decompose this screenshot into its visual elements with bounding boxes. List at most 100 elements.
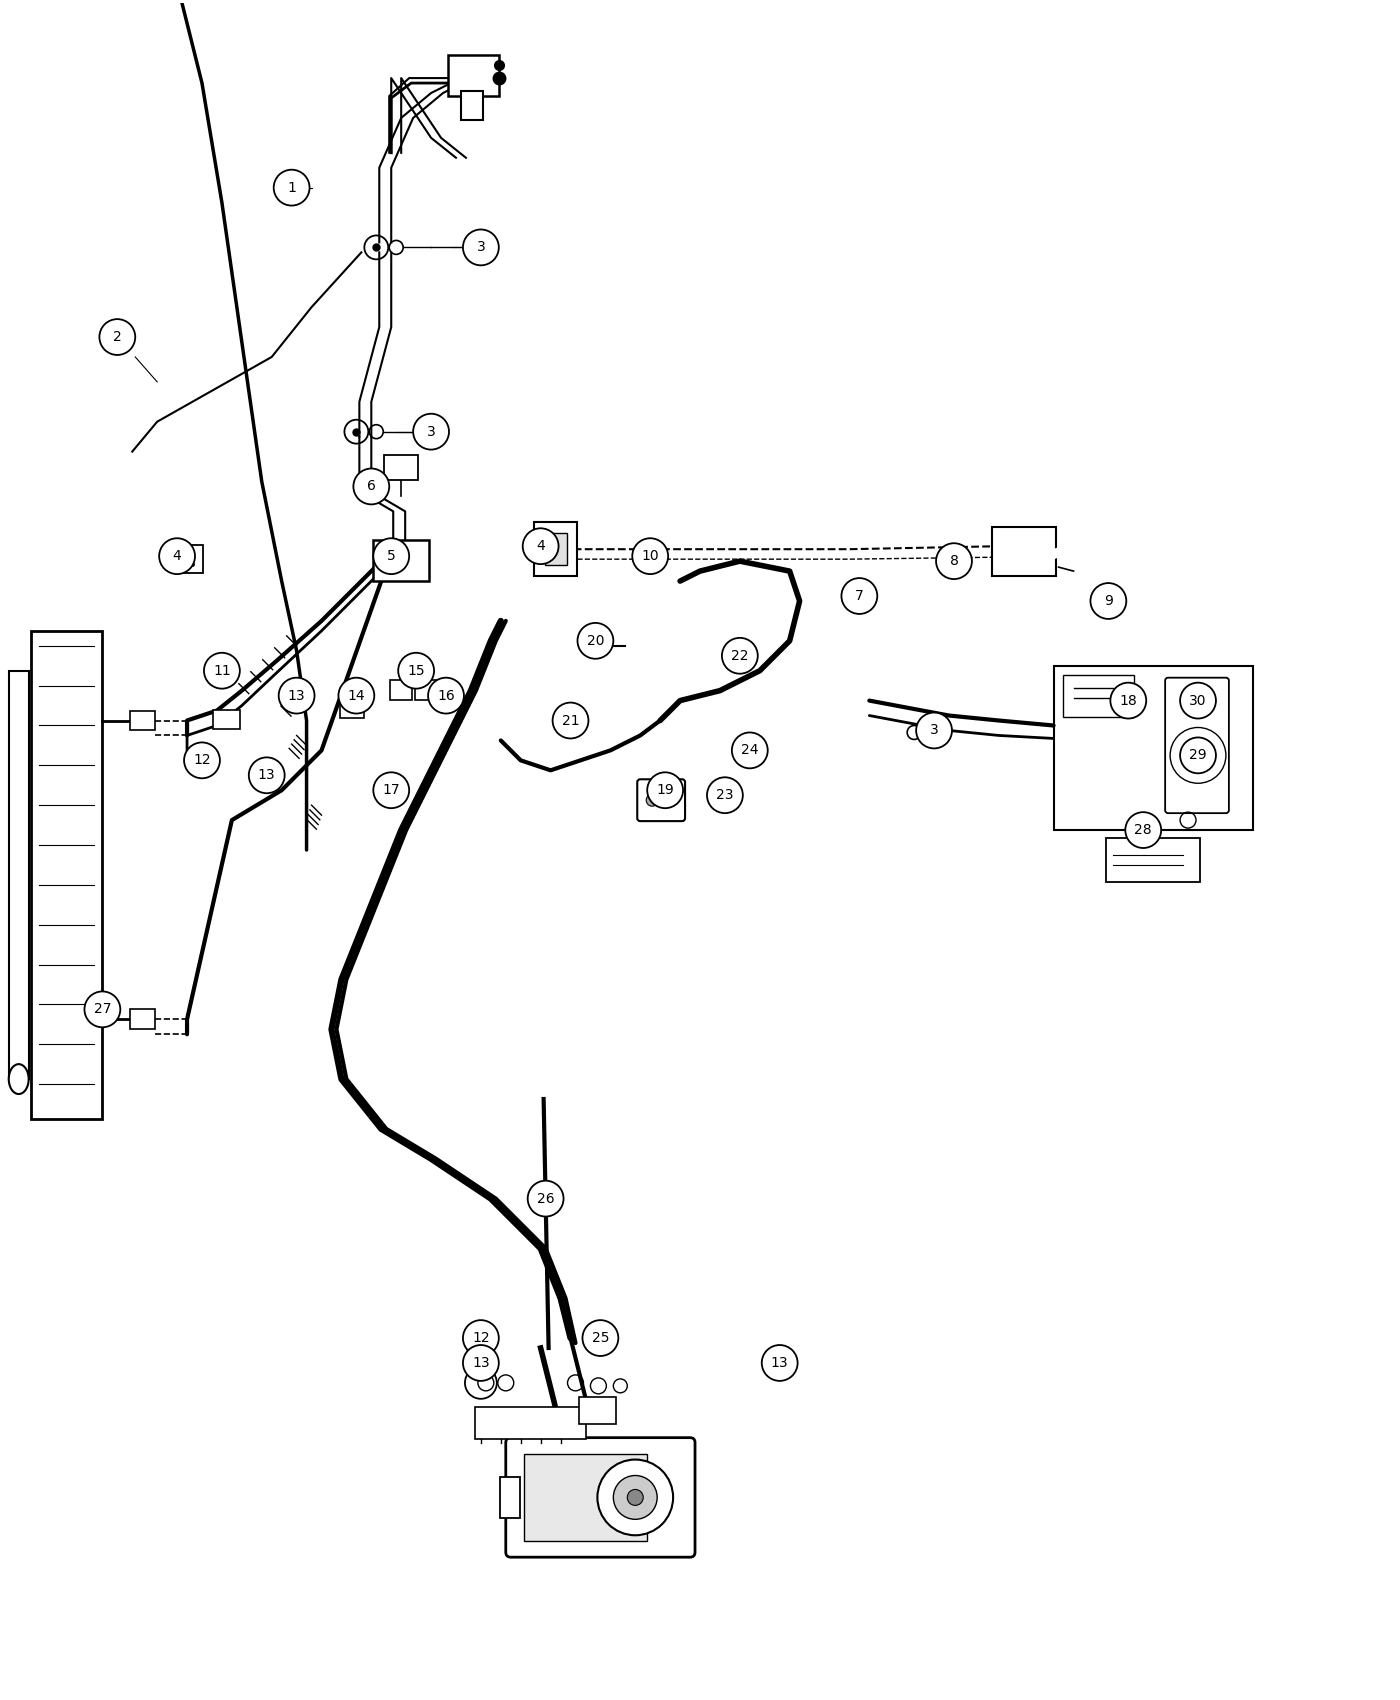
FancyBboxPatch shape (545, 534, 567, 564)
Circle shape (1091, 583, 1127, 619)
Text: 9: 9 (1105, 593, 1113, 609)
FancyBboxPatch shape (384, 454, 419, 481)
Text: 14: 14 (347, 688, 365, 702)
Ellipse shape (8, 1064, 28, 1095)
Text: 20: 20 (587, 634, 605, 648)
Text: 19: 19 (657, 784, 673, 797)
FancyBboxPatch shape (1106, 838, 1200, 882)
Text: 15: 15 (407, 663, 426, 678)
FancyBboxPatch shape (505, 1438, 694, 1557)
Circle shape (279, 678, 315, 714)
Text: 28: 28 (1134, 823, 1152, 836)
Circle shape (647, 772, 683, 808)
Circle shape (633, 539, 668, 575)
FancyBboxPatch shape (461, 92, 483, 121)
Circle shape (428, 678, 463, 714)
Circle shape (204, 653, 239, 689)
Text: 13: 13 (771, 1357, 788, 1370)
Text: 8: 8 (949, 554, 959, 568)
Circle shape (528, 1182, 564, 1217)
FancyBboxPatch shape (1054, 666, 1253, 830)
FancyBboxPatch shape (340, 700, 364, 717)
Text: 3: 3 (930, 724, 938, 738)
FancyBboxPatch shape (500, 1477, 519, 1518)
Text: 24: 24 (741, 743, 759, 758)
Text: 22: 22 (731, 649, 749, 663)
FancyBboxPatch shape (176, 546, 203, 573)
FancyBboxPatch shape (8, 672, 28, 1080)
Circle shape (598, 1460, 673, 1535)
FancyBboxPatch shape (416, 680, 437, 700)
Circle shape (183, 743, 220, 779)
Text: 27: 27 (94, 1003, 111, 1017)
FancyBboxPatch shape (374, 541, 428, 581)
Circle shape (937, 544, 972, 580)
Circle shape (577, 622, 613, 660)
Text: 12: 12 (193, 753, 211, 767)
Circle shape (398, 653, 434, 689)
FancyBboxPatch shape (533, 522, 577, 576)
Circle shape (522, 529, 559, 564)
FancyBboxPatch shape (1063, 675, 1134, 716)
Text: 5: 5 (386, 549, 396, 563)
FancyBboxPatch shape (475, 1408, 587, 1438)
Circle shape (841, 578, 878, 614)
Text: 10: 10 (641, 549, 659, 563)
Circle shape (374, 772, 409, 808)
Circle shape (732, 733, 767, 768)
FancyBboxPatch shape (31, 631, 102, 1119)
Circle shape (353, 469, 389, 505)
FancyBboxPatch shape (524, 1454, 647, 1542)
Text: 1: 1 (287, 180, 295, 194)
Circle shape (1180, 738, 1217, 774)
FancyBboxPatch shape (1165, 678, 1229, 813)
FancyBboxPatch shape (991, 527, 1056, 576)
Text: 21: 21 (561, 714, 580, 728)
Circle shape (1180, 683, 1217, 719)
Circle shape (582, 1321, 619, 1357)
Circle shape (99, 320, 136, 355)
Circle shape (553, 702, 588, 738)
Text: 4: 4 (536, 539, 545, 552)
Text: 4: 4 (172, 549, 182, 563)
Circle shape (84, 991, 120, 1027)
Text: 18: 18 (1120, 694, 1137, 707)
FancyBboxPatch shape (637, 779, 685, 821)
Circle shape (707, 777, 743, 813)
Circle shape (249, 758, 284, 794)
FancyBboxPatch shape (448, 54, 498, 95)
Circle shape (916, 712, 952, 748)
Circle shape (374, 539, 409, 575)
Circle shape (613, 1476, 657, 1520)
Text: 2: 2 (113, 330, 122, 343)
Text: 6: 6 (367, 479, 375, 493)
Text: 13: 13 (472, 1357, 490, 1370)
Text: 3: 3 (476, 240, 486, 255)
FancyBboxPatch shape (130, 711, 155, 731)
Circle shape (762, 1345, 798, 1380)
Text: 26: 26 (536, 1192, 554, 1205)
Text: 25: 25 (592, 1331, 609, 1345)
Circle shape (339, 678, 374, 714)
FancyBboxPatch shape (580, 1397, 616, 1423)
Text: 29: 29 (1189, 748, 1207, 762)
FancyBboxPatch shape (391, 680, 412, 700)
Text: 16: 16 (437, 688, 455, 702)
FancyBboxPatch shape (130, 1010, 155, 1028)
Text: 3: 3 (427, 425, 435, 439)
FancyBboxPatch shape (213, 709, 239, 729)
Text: 30: 30 (1189, 694, 1207, 707)
Circle shape (413, 413, 449, 449)
Text: 7: 7 (855, 588, 864, 604)
Circle shape (160, 539, 195, 575)
Circle shape (627, 1489, 643, 1506)
Circle shape (463, 1345, 498, 1380)
Circle shape (1126, 813, 1161, 848)
Circle shape (722, 638, 757, 673)
Text: 12: 12 (472, 1331, 490, 1345)
Circle shape (647, 794, 658, 806)
Circle shape (662, 794, 675, 806)
Circle shape (1189, 745, 1208, 765)
FancyArrow shape (1053, 530, 1107, 558)
Circle shape (463, 1321, 498, 1357)
